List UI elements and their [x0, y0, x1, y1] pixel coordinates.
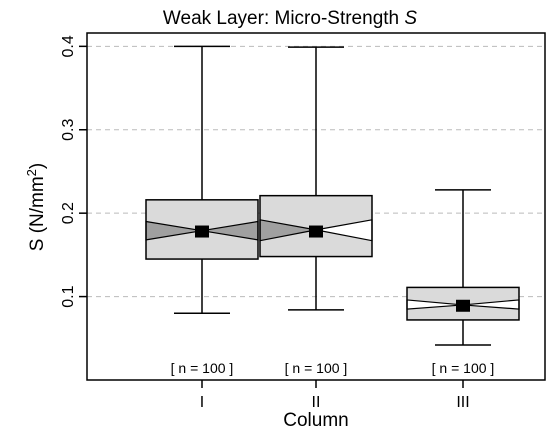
- box-outline: [406, 286, 520, 321]
- boxes: [ n = 100 ] [ n = 100 ] [ n = 100 ]: [145, 45, 520, 376]
- x-tick-label: II: [312, 394, 321, 411]
- box-III: [ n = 100 ]: [406, 189, 520, 376]
- n-label: [ n = 100 ]: [171, 360, 234, 376]
- y-axis: 0.1 0.2 0.3 0.4: [60, 35, 87, 308]
- x-axis-label: Column: [283, 410, 348, 431]
- n-label: [ n = 100 ]: [285, 360, 348, 376]
- chart-title: Weak Layer: Micro-Strength S: [163, 8, 417, 29]
- box-I: [ n = 100 ]: [145, 45, 259, 376]
- mean-marker: [309, 225, 323, 238]
- y-tick-label: 0.2: [60, 202, 77, 224]
- mean-marker: [195, 225, 209, 238]
- box-II: [ n = 100 ]: [259, 46, 373, 376]
- x-tick-label: III: [456, 394, 469, 411]
- x-axis: I II III: [200, 380, 470, 411]
- n-label: [ n = 100 ]: [432, 360, 495, 376]
- y-axis-label: S (N/mm2): [24, 163, 48, 252]
- box-outline: [259, 194, 373, 258]
- y-tick-label: 0.3: [60, 119, 77, 141]
- y-tick-label: 0.4: [60, 35, 77, 57]
- y-tick-label: 0.1: [60, 285, 77, 307]
- mean-marker: [456, 299, 470, 312]
- box-outline: [145, 199, 259, 260]
- x-tick-label: I: [200, 394, 204, 411]
